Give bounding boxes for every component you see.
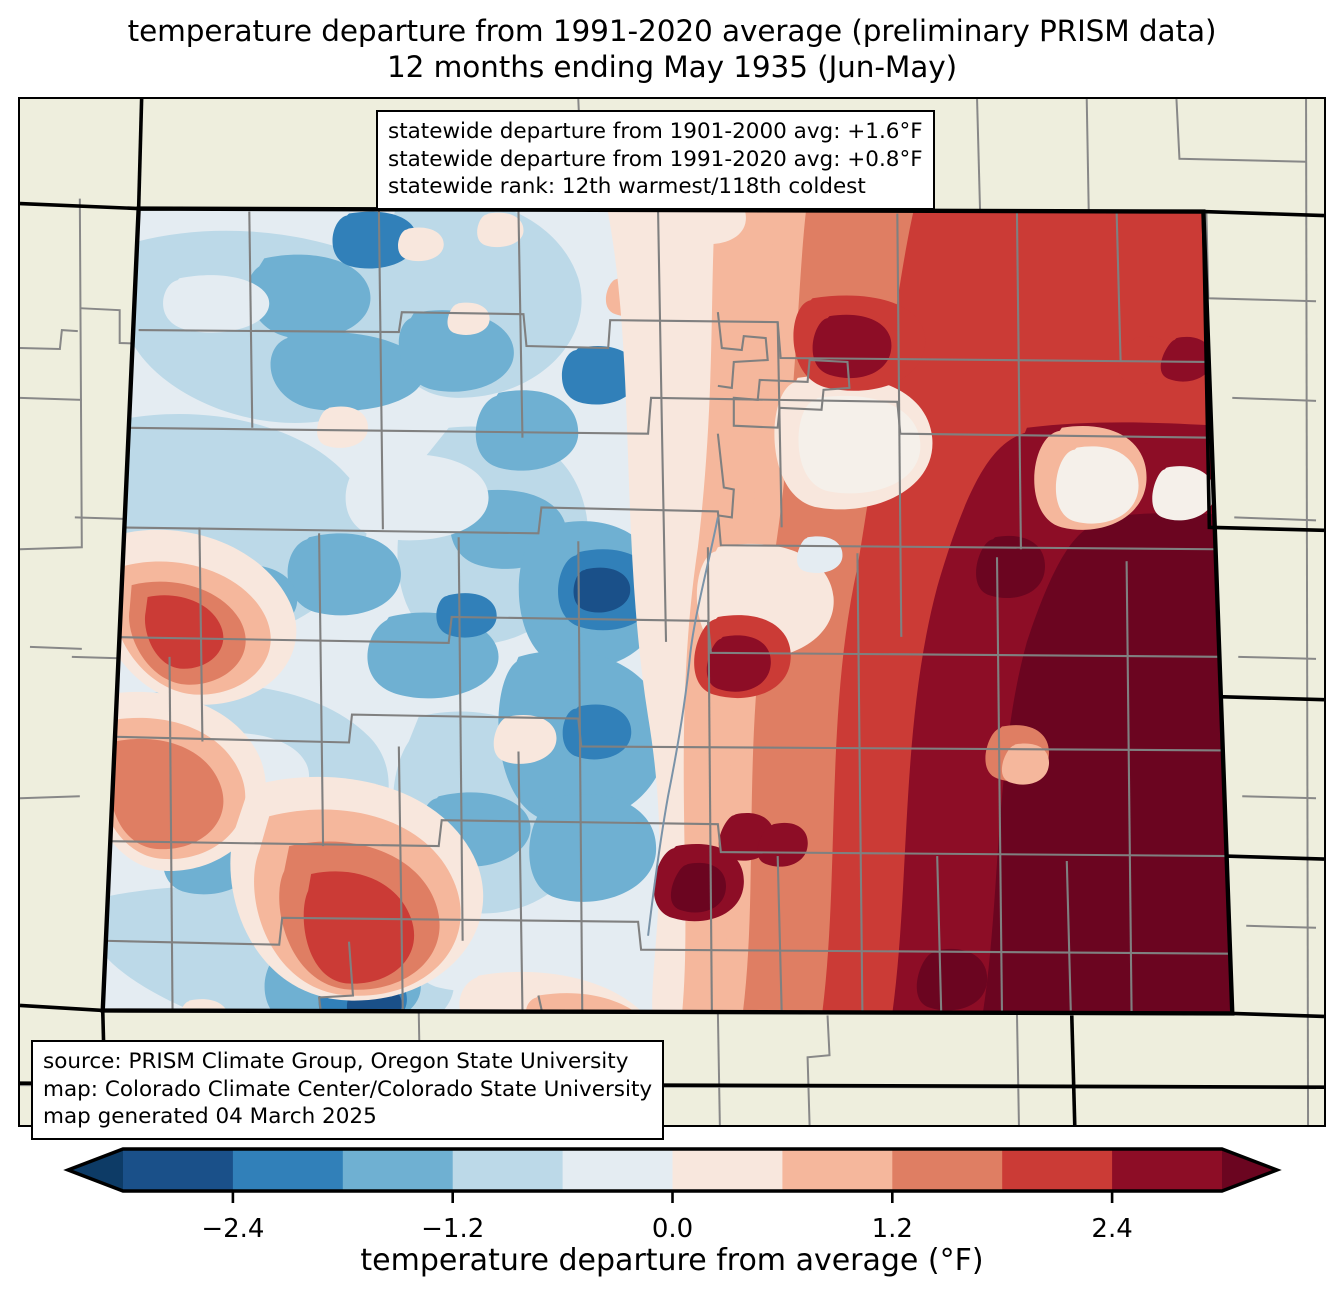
colorbar-band <box>892 1149 1003 1191</box>
colorbar-outline <box>63 1147 1282 1193</box>
colorado-temperature-anomaly-map <box>20 99 1324 1125</box>
county-boundaries <box>102 209 1233 1014</box>
colorbar-panel: −2.4 −1.2 0.0 1.2 2.4 <box>0 1140 1344 1299</box>
colorbar-tick-label: 2.4 <box>1091 1214 1132 1244</box>
source-line-3: map generated 04 March 2025 <box>43 1104 377 1130</box>
colorbar-band <box>342 1149 454 1191</box>
colorbar-band <box>452 1149 564 1191</box>
map-panel <box>18 97 1326 1127</box>
title-line-2: 12 months ending May 1935 (Jun-May) <box>386 49 958 84</box>
colorbar-tick-label: −2.4 <box>201 1214 264 1244</box>
source-credits-box: source: PRISM Climate Group, Oregon Stat… <box>31 1040 665 1140</box>
colorbar-band <box>123 1149 234 1191</box>
colorbar-band <box>232 1149 344 1191</box>
title-line-1: temperature departure from 1991-2020 ave… <box>127 14 1217 48</box>
page-title: temperature departure from 1991-2020 ave… <box>0 14 1344 86</box>
temperature-anomaly-field <box>102 208 1233 1014</box>
stats-line-1: statewide departure from 1901-2000 avg: … <box>388 119 923 144</box>
colorbar-extend-max <box>1222 1149 1277 1191</box>
colorbar-band <box>1112 1149 1223 1191</box>
colorbar-tick-label: 1.2 <box>872 1214 913 1244</box>
source-line-2: map: Colorado Climate Center/Colorado St… <box>43 1076 653 1102</box>
colorbar-band <box>672 1149 783 1191</box>
source-line-1: source: PRISM Climate Group, Oregon Stat… <box>43 1049 629 1074</box>
stats-line-2: statewide departure from 1991-2020 avg: … <box>388 146 923 172</box>
colorbar-extend-min <box>68 1149 123 1191</box>
colorbar-tick-label: 0.0 <box>652 1214 693 1244</box>
colorbar-bands <box>68 1149 1277 1191</box>
colorbar-band <box>562 1149 674 1191</box>
colorbar-tick-label: −1.2 <box>421 1214 484 1244</box>
stats-line-3: statewide rank: 12th warmest/118th colde… <box>388 174 866 200</box>
colorbar-band <box>782 1149 893 1191</box>
colorbar-ticks <box>231 1191 1114 1203</box>
colorbar-band <box>1002 1149 1113 1191</box>
statewide-stats-box: statewide departure from 1901-2000 avg: … <box>376 110 935 210</box>
colorbar-tick-labels: −2.4 −1.2 0.0 1.2 2.4 <box>201 1214 1132 1244</box>
colorbar: −2.4 −1.2 0.0 1.2 2.4 <box>63 1147 1282 1244</box>
colorbar-axis-label: temperature departure from average (°F) <box>360 1243 984 1278</box>
